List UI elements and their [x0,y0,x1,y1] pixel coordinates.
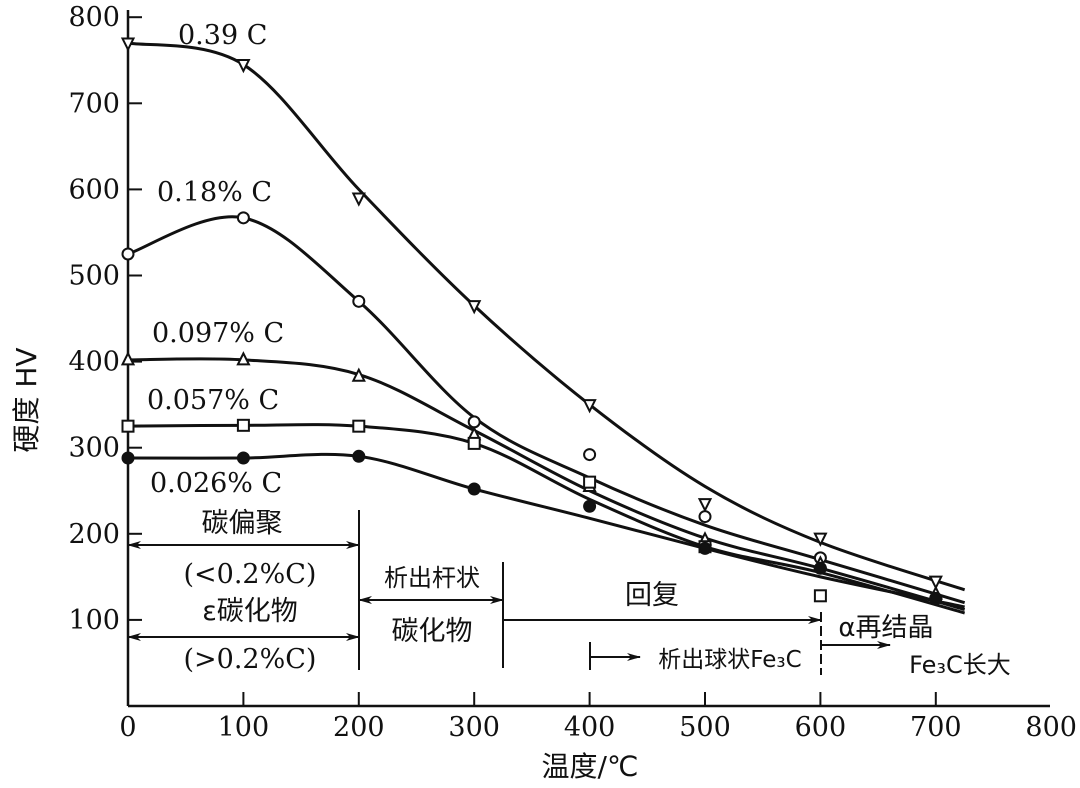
data-point-square [121,419,135,433]
series-curves [127,41,966,615]
data-point-circle-open [236,211,250,225]
series-label-0-026: 0.026% C [150,468,282,499]
annotation-spheroidal: 析出球状Fe₃C [658,647,801,673]
annotation-rod-precip: 析出杆状 [384,564,480,592]
series-label-0-097: 0.097% C [152,318,284,349]
x-tick-label: 300 [448,712,500,743]
data-point-triangle-down [582,399,597,414]
annotation-gt-0-2: (>0.2%C) [184,644,317,675]
y-tick-label: 700 [68,88,120,119]
data-point-circle-filled [698,541,712,555]
series-curve-0 [127,41,966,592]
x-tick-label: 700 [910,712,962,743]
data-point-circle-open [121,247,135,261]
x-tick-label: 200 [333,712,385,743]
data-point-triangle-down [120,37,136,52]
data-point-circle-filled [583,499,597,513]
y-tick-label: 300 [68,433,120,464]
annotations [127,510,891,675]
data-point-circle-filled [929,591,943,605]
x-axis-label: 温度/℃ [542,750,639,783]
series-label-0-39: 0.39 C [178,20,267,51]
data-point-circle-filled [467,482,481,496]
annotation-recrystallization: α再结晶 [838,613,933,643]
x-tick-label: 100 [218,712,270,743]
data-point-circle-filled [352,449,366,463]
data-point-triangle-up [120,351,136,366]
x-tick-label: 0 [119,712,136,743]
x-tick-label: 800 [1025,712,1077,743]
data-point-triangle-down [351,192,366,207]
data-point-circle-open [698,510,712,524]
y-tick-label: 500 [68,261,120,292]
data-point-circle-filled [813,561,827,575]
annotation-carbide: 碳化物 [392,616,473,647]
data-point-square [467,436,481,450]
data-point-square [352,419,366,433]
data-point-circle-filled [236,451,250,465]
series-label-0-057: 0.057% C [147,385,279,416]
y-axis-label: 硬度 HV [10,347,43,452]
data-point-triangle-up [351,367,366,382]
data-point-triangle-down [236,59,251,74]
axes: 0 100 200 300 400 500 600 700 800 100 200 300 400 500… [68,2,1077,743]
data-point-triangle-down [928,575,943,590]
y-tick-label: 200 [68,519,120,550]
x-tick-label: 400 [564,712,616,743]
x-tick-label: 600 [795,712,847,743]
data-point-circle-open [467,415,481,429]
data-point-circle-open [352,294,366,308]
data-point-triangle-down [697,498,713,513]
annotation-carbon-segregation: 碳偏聚 [202,508,283,539]
data-point-circle-filled [121,451,135,465]
data-point-square [583,475,597,489]
annotation-lt-0-2: (<0.2%C) [184,559,317,590]
series-label-0-18: 0.18% C [157,177,272,208]
x-tick-label: 500 [679,712,731,743]
series-curve-4 [127,452,965,609]
data-point-square [236,418,250,432]
y-tick-label: 600 [68,174,120,205]
data-point-triangle-down [467,300,482,315]
data-point-square [813,589,827,603]
series-markers [120,37,943,605]
annotation-fe3c-growth: Fe₃C长大 [909,651,1011,679]
annotation-epsilon-carbide: ε碳化物 [202,596,298,627]
y-tick-label: 800 [68,2,120,33]
data-point-triangle-down [813,532,828,547]
data-point-triangle-up [236,351,251,366]
y-tick-label: 100 [68,605,120,636]
series-curve-1 [127,215,966,605]
data-point-circle-open [583,448,597,462]
annotation-recovery: 回复 [625,580,679,611]
y-tick-label: 400 [68,347,120,378]
